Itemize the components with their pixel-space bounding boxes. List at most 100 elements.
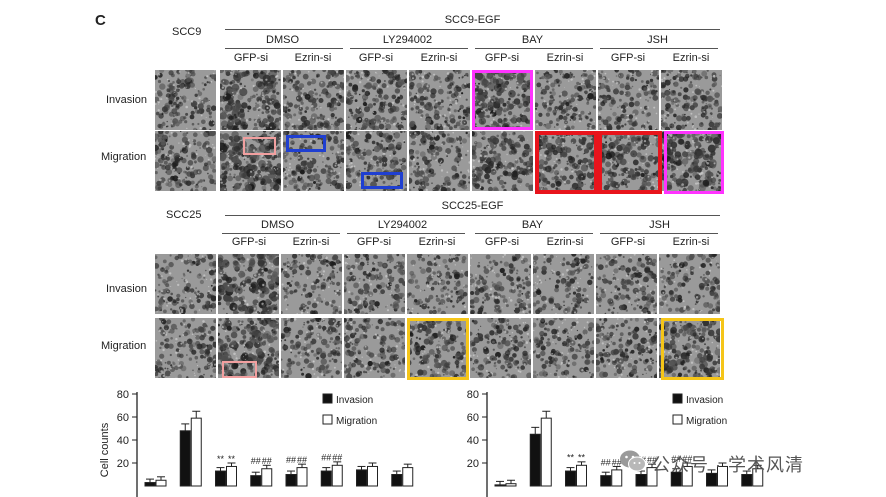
chart0-bar-migration-6 — [331, 464, 343, 487]
chart0-bar-invasion-1 — [144, 482, 156, 487]
chart1-bar-invasion-6 — [670, 471, 682, 487]
scc25-micrograph-r2-c5 — [407, 318, 468, 378]
scc9-treatment-ly294002: LY294002 — [382, 34, 433, 46]
chart1-legend-swatch-2 — [672, 414, 683, 425]
chart0-significance-2: ** — [228, 454, 236, 464]
scc25-treatment-ly294002: LY294002 — [377, 219, 428, 231]
chart1-legend-label-1: Invasion — [686, 395, 723, 406]
scc9-micrograph-r1-c3 — [283, 70, 344, 130]
chart0-bar-invasion-8 — [391, 474, 403, 487]
scc9-micrograph-r2-c4 — [346, 131, 407, 191]
chart0-legend-label-2: Migration — [336, 416, 377, 427]
panel-letter: C — [95, 12, 106, 29]
chart1-bar-invasion-5 — [635, 474, 647, 487]
scc9-row-label-invasion: Invasion — [106, 94, 147, 106]
chart0-y-tick-label-2: 40 — [117, 435, 129, 447]
scc25-sirna-8: Ezrin-si — [672, 236, 710, 248]
scc25-rule-dmso — [222, 233, 340, 234]
scc9-micrograph-r2-c2 — [220, 131, 281, 191]
chart0-legend-swatch-2 — [322, 414, 333, 425]
scc9-rule-bay — [475, 48, 593, 49]
scc25-treatment-dmso: DMSO — [261, 219, 294, 231]
scc9-micrograph-r1-c1 — [155, 70, 216, 130]
scc9-rule-ly294002 — [350, 48, 468, 49]
scc25-row-label-invasion: Invasion — [106, 283, 147, 295]
highlight-box-pink-scc25-dmso-gfp — [222, 361, 257, 378]
scc25-micrograph-r1-c8 — [596, 254, 657, 314]
scc9-micrograph-r1-c5 — [409, 70, 470, 130]
scc9-micrograph-r2-c1 — [155, 131, 216, 191]
chart0-y-tick-label-1: 60 — [117, 412, 129, 424]
chart1-significance-6: ## — [647, 455, 657, 465]
chart0-bar-migration-5 — [296, 467, 308, 487]
highlight-frame-magenta-jsh-ezrin-migration — [664, 131, 724, 194]
scc25-micrograph-r2-c8 — [596, 318, 657, 378]
chart1-significance-1: ** — [567, 453, 575, 463]
chart0-y-axis-label: Cell counts — [99, 422, 111, 477]
scc9-micrograph-r2-c6 — [472, 131, 533, 191]
scc25-sirna-1: GFP-si — [231, 236, 267, 248]
scc9-micrograph-r1-c9 — [661, 70, 722, 130]
scc9-micrograph-r2-c8 — [598, 131, 659, 191]
scc9-treatment-dmso: DMSO — [266, 34, 299, 46]
highlight-box-pink-scc9-dmso-gfp — [243, 137, 276, 155]
chart0-bar-migration-3 — [226, 465, 237, 487]
chart0-bar-invasion-2 — [179, 430, 191, 487]
scc9-micrograph-r1-c7 — [535, 70, 596, 130]
scc25-micrograph-r2-c6 — [470, 318, 531, 378]
scc9-micrograph-r1-c6 — [472, 70, 533, 130]
chart0-significance-7: ## — [321, 453, 331, 463]
scc25-sirna-2: Ezrin-si — [292, 236, 330, 248]
scc25-sirna-6: Ezrin-si — [546, 236, 584, 248]
scc9-cell-line-label: SCC9 — [172, 26, 202, 38]
scc25-micrograph-r1-c2 — [218, 254, 279, 314]
chart0-bar-migration-1 — [155, 479, 167, 487]
scc9-group-rule — [225, 29, 720, 30]
scc9-micrograph-r1-c8 — [598, 70, 659, 130]
scc9-sirna-3: GFP-si — [358, 52, 394, 64]
chart1-bar-invasion-1 — [494, 484, 506, 487]
chart1-y-tick-label-1: 60 — [467, 412, 479, 424]
highlight-box-blue-scc9-dmso-ezrin — [286, 135, 326, 152]
scc25-rule-ly294002 — [347, 233, 465, 234]
chart0-significance-5: ## — [286, 455, 296, 465]
scc9-sirna-4: Ezrin-si — [420, 52, 458, 64]
scc9-row-label-migration: Migration — [101, 151, 147, 163]
watermark-text: 公众号 · 学术风清 — [652, 455, 804, 475]
scc9-group-title: SCC9-EGF — [444, 14, 501, 26]
scc9-sirna-7: GFP-si — [610, 52, 646, 64]
scc25-sirna-5: GFP-si — [484, 236, 520, 248]
scc9-treatment-jsh: JSH — [647, 34, 668, 46]
chart1-legend-label-2: Migration — [686, 416, 727, 427]
chart1-bar-invasion-2 — [529, 433, 541, 487]
chart0-significance-6: ## — [297, 455, 307, 465]
chart0-bar-invasion-4 — [250, 475, 262, 487]
chart1-bar-migration-1 — [505, 483, 517, 487]
highlight-frame-yellow-scc25-jsh-ezrin-migration — [661, 318, 724, 380]
scc25-rule-jsh — [600, 233, 718, 234]
chart0-y-tick-label-3: 20 — [117, 458, 129, 470]
chart0-bar-invasion-3 — [215, 470, 226, 487]
chart0-y-tick-label-0: 80 — [117, 389, 129, 401]
chart0-bar-migration-8 — [402, 467, 414, 487]
scc25-micrograph-r1-c3 — [281, 254, 342, 314]
scc25-sirna-4: Ezrin-si — [418, 236, 456, 248]
chart1-y-tick-label-2: 40 — [467, 435, 479, 447]
chart0-significance-1: ** — [217, 454, 225, 464]
bar-chart-scc9: 80 60 40 20 Cell counts ** ** ## ## ## ## ## ## Invas… — [95, 385, 435, 497]
chart1-bar-migration-7 — [717, 465, 728, 487]
scc25-treatment-jsh: JSH — [649, 219, 670, 231]
chart0-bar-migration-2 — [190, 417, 202, 487]
scc25-treatment-bay: BAY — [521, 219, 544, 231]
chart0-bar-migration-7 — [367, 465, 378, 487]
chart0-bar-invasion-7 — [356, 469, 367, 487]
highlight-frame-red-jsh-gfp-migration — [598, 131, 662, 194]
chart1-bar-invasion-4 — [600, 475, 612, 487]
scc25-sirna-3: GFP-si — [356, 236, 392, 248]
bar-chart-scc25: 80604020****############InvasionMigratio… — [445, 385, 790, 497]
chart1-bar-migration-6 — [681, 465, 693, 487]
bar-chart-scc25-svg: 80604020****############InvasionMigratio… — [467, 389, 764, 497]
chart0-legend-swatch-1 — [322, 393, 333, 404]
scc25-micrograph-r1-c6 — [470, 254, 531, 314]
